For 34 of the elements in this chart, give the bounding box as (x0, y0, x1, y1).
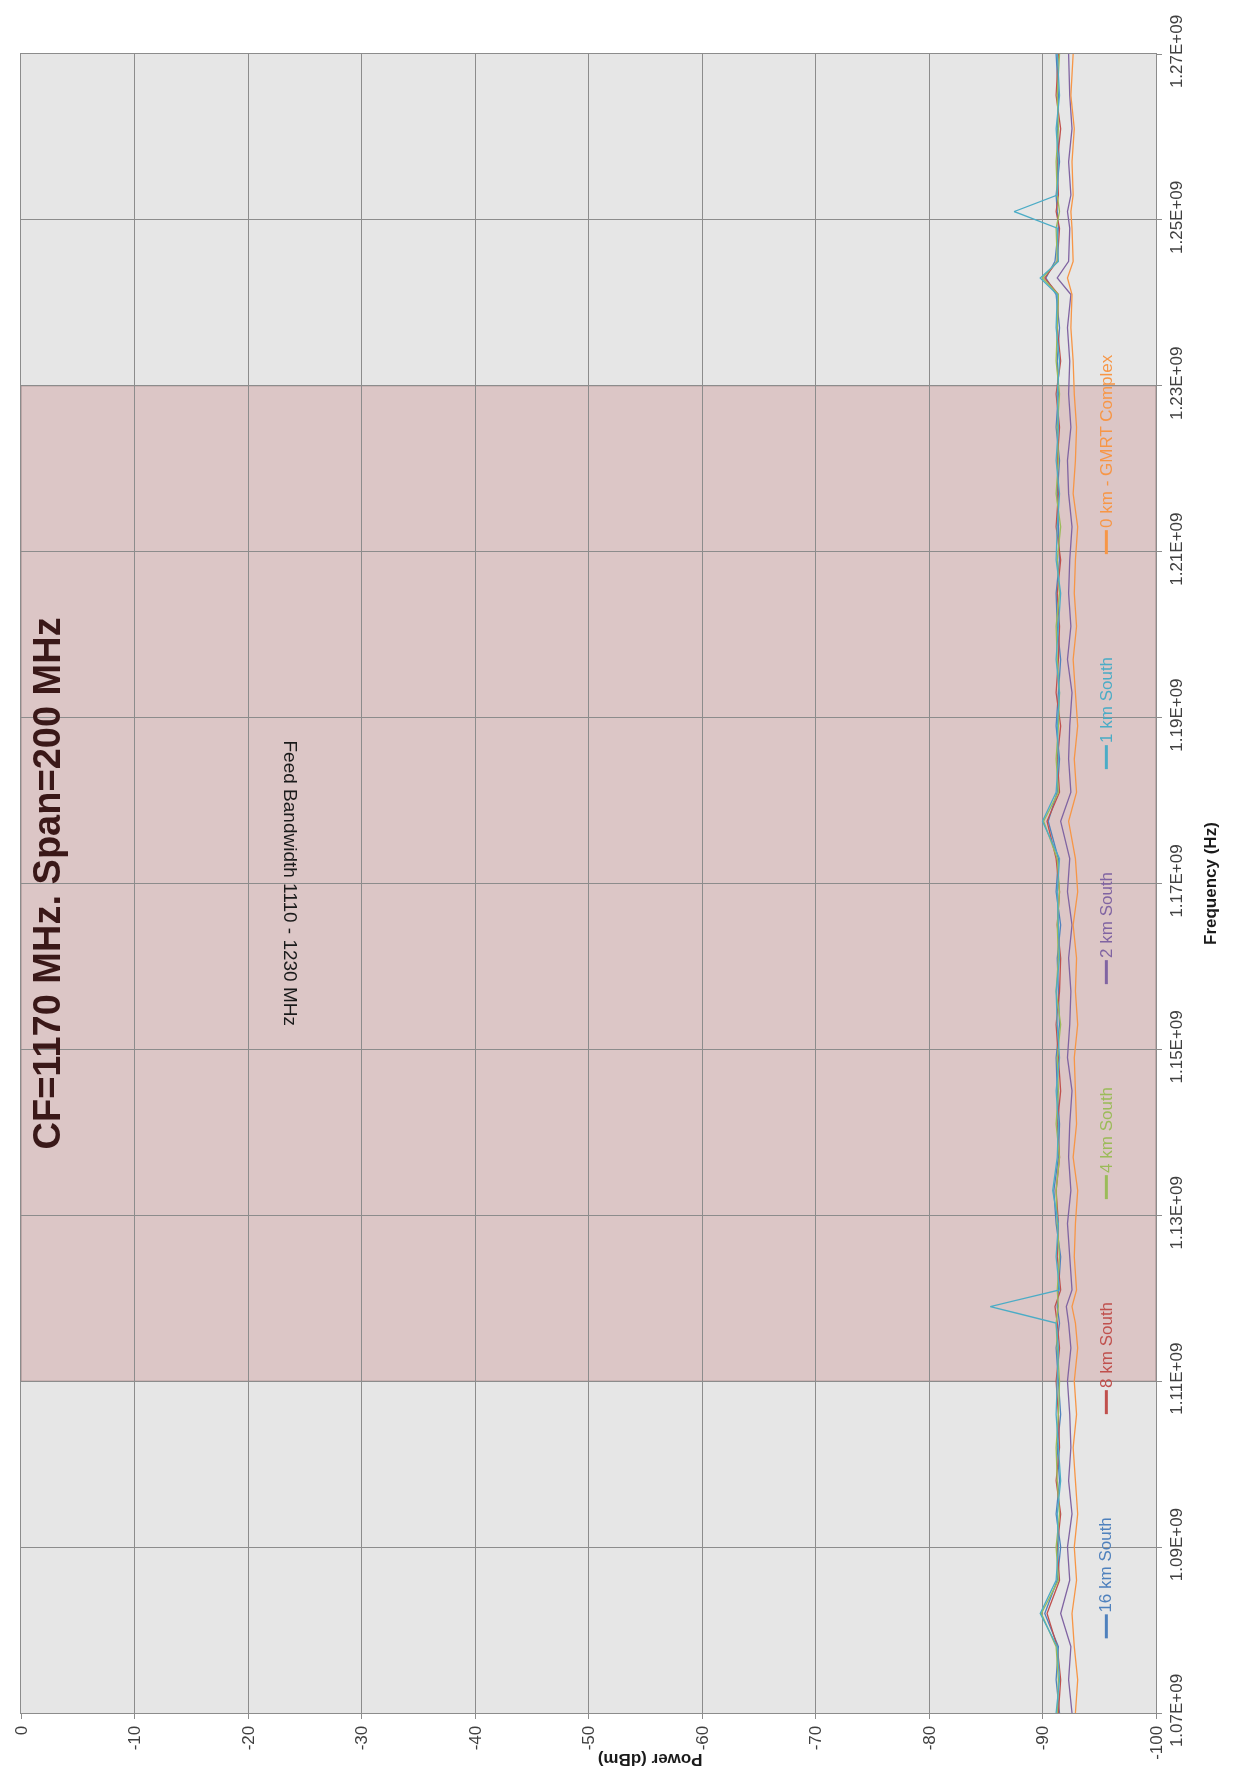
text: 16 km South (1095, 1517, 1115, 1613)
y-tick-label: 1.11E+09 (1167, 1342, 1187, 1415)
y-tick-label: 1.09E+09 (1167, 1507, 1187, 1582)
y-tick-label: 1.27E+09 (1167, 14, 1187, 89)
band-label: Feed Bandwidth 1110 - 1230 MHz (279, 740, 301, 1027)
x-tick-label: 0 (11, 1725, 31, 1736)
x-tick-label: -10 (125, 1725, 145, 1751)
line-series (1056, 54, 1073, 1713)
y-tick-label: 1.23E+09 (1167, 346, 1187, 420)
x-tick-label: -70 (806, 1725, 826, 1751)
x-tick-label: -90 (1033, 1725, 1053, 1751)
line-series (1066, 54, 1079, 1713)
x-tick-label: -20 (238, 1725, 258, 1751)
y-tick-label: 1.25E+09 (1167, 180, 1187, 254)
y-tick-label: 1.13E+09 (1167, 1176, 1187, 1250)
x-tick-label: -50 (579, 1725, 599, 1751)
y-axis-title: Frequency (Hz) (1201, 822, 1220, 945)
x-tick-label: -60 (692, 1725, 712, 1751)
x-tick-label: -30 (352, 1725, 372, 1751)
text: 2 km South (1096, 871, 1116, 958)
y-tick-label: 1.19E+09 (1167, 678, 1187, 752)
x-tick-label: -40 (465, 1725, 485, 1751)
text: 4 km South (1096, 1086, 1116, 1173)
text: CF=1170 MHz. Span=200 MHz (25, 617, 68, 1150)
y-tick-label: 1.21E+09 (1167, 512, 1187, 586)
y-tick-label: 1.07E+09 (1167, 1673, 1187, 1748)
x-tick-label: -80 (919, 1725, 939, 1751)
text: 8 km South (1096, 1301, 1116, 1388)
y-tick-label: 1.15E+09 (1167, 1010, 1187, 1084)
text: 0 km - GMRT Complex (1096, 354, 1116, 528)
x-axis-title: Power (dBm) (597, 1750, 703, 1769)
y-tick-label: 1.17E+09 (1167, 844, 1187, 918)
x-tick-label: -100 (1146, 1725, 1166, 1760)
text: 1 km South (1096, 656, 1116, 743)
